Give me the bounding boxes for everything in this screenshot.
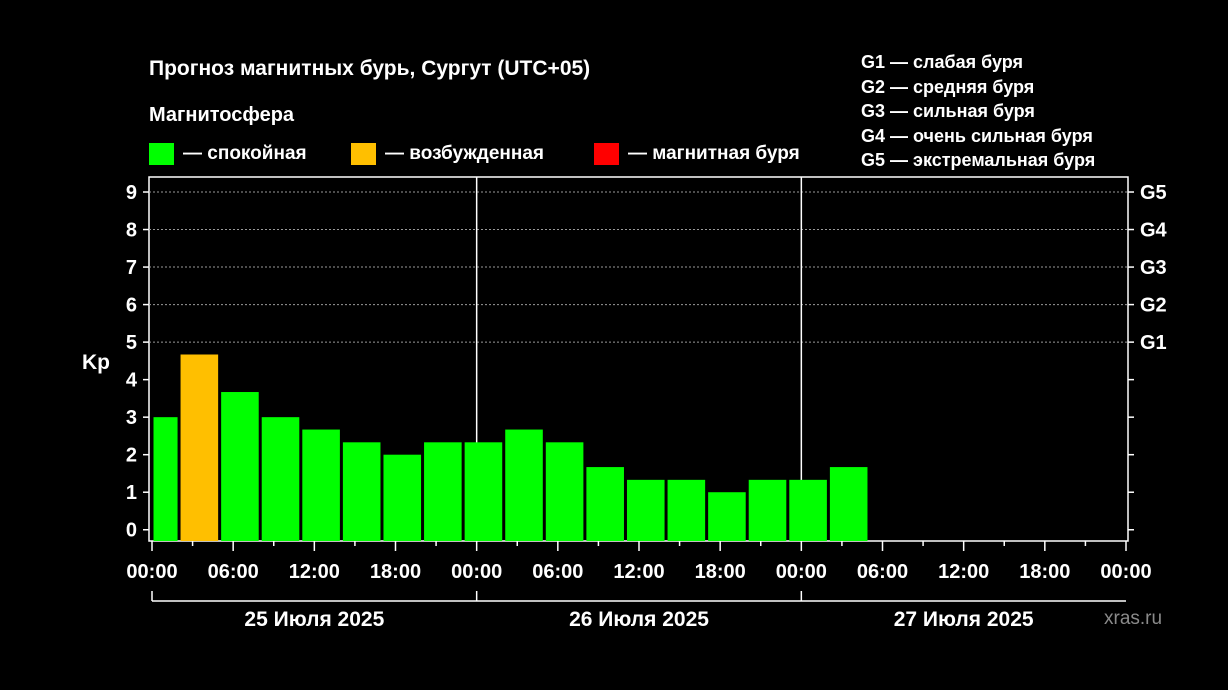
kp-bar-15	[708, 492, 746, 541]
kp-bar-5	[302, 429, 340, 541]
x-tick-label-0: 00:00	[126, 561, 177, 583]
x-tick-label-3: 18:00	[370, 561, 421, 583]
day-label-3: 27 Июля 2025	[894, 608, 1034, 631]
kp-bar-11	[545, 442, 584, 541]
x-tick-label-11: 18:00	[1019, 561, 1070, 583]
storm-level-g4: G4 — очень сильная буря	[861, 125, 1093, 146]
y-tick-label-1: 1	[126, 482, 137, 504]
legend-swatch-excited	[351, 143, 376, 165]
legend-label-storm: — магнитная буря	[628, 143, 800, 164]
magnetosphere-label: Магнитосфера	[149, 104, 295, 126]
storm-level-g1: G1 — слабая буря	[861, 52, 1024, 72]
y-tick-label-7: 7	[126, 257, 137, 279]
kp-bar-8	[424, 442, 462, 541]
legend-swatch-calm	[149, 143, 174, 165]
x-tick-label-5: 06:00	[532, 561, 583, 583]
g-level-label-G1: G1	[1140, 332, 1167, 354]
storm-level-g5: G5 — экстремальная буря	[861, 150, 1096, 170]
storm-level-g3: G3 — сильная буря	[861, 101, 1035, 121]
kp-bar-2	[180, 354, 219, 541]
day-label-2: 26 Июля 2025	[569, 608, 709, 631]
kp-bar-7	[383, 454, 422, 541]
storm-level-legend: G1 — слабая буря G2 — средняя буря G3 — …	[861, 50, 1095, 173]
y-tick-label-3: 3	[126, 407, 137, 429]
kp-bar-9	[464, 442, 503, 541]
x-tick-label-7: 18:00	[695, 561, 746, 583]
storm-level-g2: G2 — средняя буря	[861, 76, 1035, 97]
legend-item-storm: — магнитная буря	[594, 142, 800, 166]
kp-bar-6	[342, 442, 381, 541]
kp-bar-1	[153, 417, 178, 541]
y-tick-label-6: 6	[126, 295, 137, 317]
legend-item-calm: — спокойная	[149, 142, 307, 166]
x-tick-label-6: 12:00	[613, 561, 664, 583]
legend-item-excited: — возбужденная	[351, 142, 544, 166]
legend-swatch-storm	[594, 143, 619, 165]
g-level-label-G3: G3	[1140, 257, 1167, 279]
x-tick-label-10: 12:00	[938, 561, 989, 583]
kp-bar-17	[789, 479, 827, 541]
kp-bar-10	[505, 429, 543, 541]
watermark: xras.ru	[1104, 608, 1163, 629]
x-tick-label-4: 00:00	[451, 561, 502, 583]
kp-bar-12	[586, 467, 624, 541]
y-tick-label-4: 4	[126, 370, 138, 392]
legend-label-excited: — возбужденная	[385, 143, 545, 164]
y-tick-label-5: 5	[126, 332, 137, 354]
g-level-label-G5: G5	[1140, 182, 1167, 204]
kp-bar-16	[748, 479, 787, 541]
y-tick-label-8: 8	[126, 220, 137, 242]
x-tick-label-2: 12:00	[289, 561, 340, 583]
legend-label-calm: — спокойная	[183, 143, 307, 164]
y-tick-label-2: 2	[126, 445, 137, 467]
x-tick-label-12: 00:00	[1100, 561, 1151, 583]
x-tick-label-9: 06:00	[857, 561, 908, 583]
y-axis-label: Kp	[82, 351, 110, 374]
y-tick-label-9: 9	[126, 182, 137, 204]
kp-bar-13	[626, 479, 665, 541]
x-tick-label-1: 06:00	[208, 561, 259, 583]
kp-bar-14	[667, 479, 706, 541]
chart-title: Прогноз магнитных бурь, Сургут (UTC+05)	[149, 57, 591, 80]
kp-bar-4	[261, 417, 300, 541]
g-level-label-G4: G4	[1140, 220, 1168, 242]
day-label-1: 25 Июля 2025	[244, 608, 384, 631]
kp-bar-3	[221, 392, 259, 541]
x-tick-label-8: 00:00	[776, 561, 827, 583]
g-level-label-G2: G2	[1140, 295, 1167, 317]
y-tick-label-0: 0	[126, 520, 137, 542]
kp-bar-18	[829, 467, 868, 541]
